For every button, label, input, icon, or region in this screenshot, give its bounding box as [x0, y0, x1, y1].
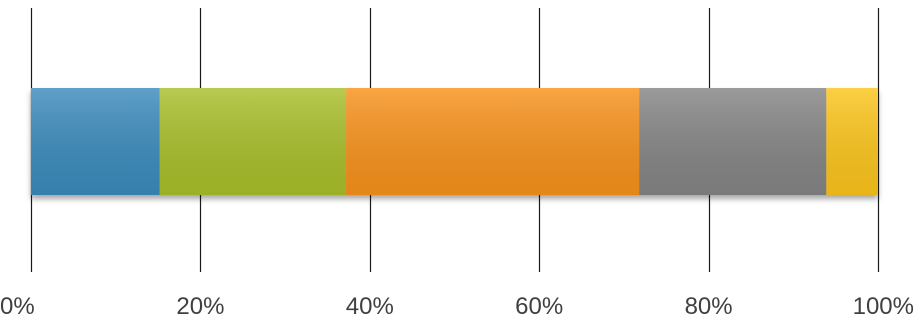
bar-segment-5-sheen: [826, 88, 878, 195]
x-tick-label-0: 0%: [0, 293, 35, 320]
x-tick-label-2: 40%: [346, 293, 394, 320]
x-tick-label-3: 60%: [515, 293, 563, 320]
x-tick-label-5: 100%: [853, 293, 914, 320]
bar-segments: [31, 88, 878, 195]
bar-segment-4-sheen: [639, 88, 827, 195]
bar-segment-1-sheen: [31, 88, 160, 195]
bar-segment-2-sheen: [159, 88, 347, 195]
x-tick-label-1: 20%: [176, 293, 224, 320]
x-tick-label-4: 80%: [685, 293, 733, 320]
bar-segment-3-sheen: [346, 88, 640, 195]
x-axis-tick-labels: 0% 20% 40% 60% 80% 100%: [0, 293, 914, 320]
